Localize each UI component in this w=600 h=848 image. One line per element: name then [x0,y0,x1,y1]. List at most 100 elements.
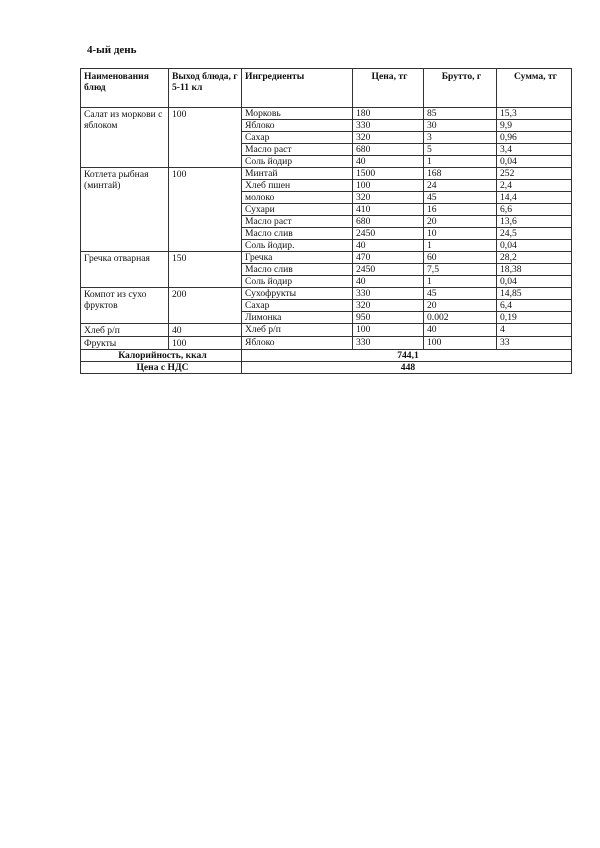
ingredient-sum: 18,38 [496,263,572,276]
ingredient-price: 470 [352,251,424,264]
ingredient-name: Минтай [241,167,353,180]
page-title: 4-ый день [87,44,137,56]
ingredient-price: 40 [352,239,424,252]
ingredient-name: Соль йодир [241,155,353,168]
ingredient-price: 320 [352,131,424,144]
ingredient-gross: 1 [423,155,497,168]
table-row: Яблоко 330 30 9,9 [81,119,572,132]
ingredient-name: Яблоко [241,119,353,132]
ingredient-price: 100 [352,179,424,192]
table-row: Хлеб пшен 100 24 2,4 [81,179,572,192]
table-row: Гречка отварная 150 Гречка 470 60 28,2 [80,251,572,288]
dish-yield: 200 [168,287,242,324]
ingredient-price: 2450 [352,227,424,240]
ingredient-price: 2450 [352,263,424,276]
ingredient-gross: 1 [423,239,497,252]
ingredient-name: Яблоко [241,336,353,350]
ingredient-name: Соль йодир. [241,239,353,252]
ingredient-price: 100 [352,323,424,337]
ingredient-name: Сахар [241,299,353,312]
ingredient-price: 40 [352,275,424,288]
ingredient-name: Хлеб р/п [241,323,353,337]
ingredient-sum: 15,3 [496,107,572,120]
table-row: Котлета рыбная (минтай) 100 Минтай 1500 168 2… [80,167,572,252]
ingredient-price: 330 [352,336,424,350]
ingredient-sum: 33 [496,336,572,350]
ingredient-sum: 28,2 [496,251,572,264]
dish-name: Компот из сухо фруктов [80,287,169,324]
ingredient-gross: 20 [423,299,497,312]
ingredient-gross: 60 [423,251,497,264]
ingredient-sum: 0,19 [496,311,572,324]
ingredient-name: Соль йодир [241,275,353,288]
ingredient-price: 180 [352,107,424,120]
table-row: Масло раст 680 5 3,4 [81,143,572,156]
ingredient-sum: 14,85 [496,287,572,300]
table-row: Хлеб р/п 40 Хлеб р/п 100 40 4 [80,323,572,337]
table-row: молоко 320 45 14,4 [81,191,572,204]
ingredient-name: Масло слив [241,263,353,276]
ingredient-sum: 13,6 [496,215,572,228]
ingredient-sum: 3,4 [496,143,572,156]
dish-yield: 100 [168,107,242,168]
table-row: Масло слив 2450 10 24,5 [81,227,572,240]
table-row: Компот из сухо фруктов 200 Сухофрукты 330 45… [80,287,572,324]
ingredient-price: 680 [352,215,424,228]
ingredient-gross: 20 [423,215,497,228]
ingredient-sum: 14,4 [496,191,572,204]
dish-yield: 100 [168,167,242,252]
table-row: Фрукты 100 Яблоко 330 100 33 [80,336,572,350]
ingredient-gross: 1 [423,275,497,288]
ingredient-sum: 0,04 [496,239,572,252]
table-row: Масло раст 680 20 13,6 [81,215,572,228]
ingredient-name: Сухари [241,203,353,216]
total-row: Калорийность, ккал 744,1 [80,349,572,362]
ingredient-sum: 2,4 [496,179,572,192]
header-ingredients: Ингредиенты [241,68,353,108]
ingredient-gross: 7,5 [423,263,497,276]
ingredient-gross: 30 [423,119,497,132]
ingredient-gross: 3 [423,131,497,144]
ingredient-gross: 40 [423,323,497,337]
ingredient-sum: 0,96 [496,131,572,144]
header-gross: Брутто, г [423,68,497,108]
ingredient-sum: 0,04 [496,155,572,168]
table-row: Соль йодир 40 1 0,04 [81,275,572,288]
ingredient-name: Сахар [241,131,353,144]
ingredient-price: 330 [352,287,424,300]
ingredient-gross: 0.002 [423,311,497,324]
dish-name: Котлета рыбная (минтай) [80,167,169,252]
total-value: 448 [241,361,572,374]
table-row: Салат из моркови с яблоком 100 Морковь 180 8… [80,107,572,168]
dish-name: Хлеб р/п [80,323,169,337]
ingredient-gross: 10 [423,227,497,240]
ingredient-name: Хлеб пшен [241,179,353,192]
ingredient-gross: 16 [423,203,497,216]
header-row: Наименования блюд Выход блюда, г 5-11 кл… [80,68,572,108]
ingredient-gross: 24 [423,179,497,192]
ingredient-gross: 45 [423,191,497,204]
ingredient-name: Масло слив [241,227,353,240]
ingredient-sum: 0,04 [496,275,572,288]
ingredient-name: Лимонка [241,311,353,324]
ingredient-sum: 9,9 [496,119,572,132]
ingredient-price: 330 [352,119,424,132]
ingredient-price: 320 [352,299,424,312]
ingredient-name: Масло раст [241,215,353,228]
table-row: Соль йодир. 40 1 0,04 [81,239,572,252]
ingredient-gross: 85 [423,107,497,120]
ingredient-price: 410 [352,203,424,216]
total-value: 744,1 [241,349,572,362]
ingredient-gross: 100 [423,336,497,350]
ingredient-gross: 168 [423,167,497,180]
header-price: Цена, тг [352,68,424,108]
dish-yield: 100 [168,336,242,350]
ingredient-name: Морковь [241,107,353,120]
header-sum: Сумма, тг [496,68,572,108]
ingredient-sum: 6,6 [496,203,572,216]
total-row: Цена с НДС 448 [80,361,572,374]
menu-table: Наименования блюд Выход блюда, г 5-11 кл… [80,68,572,374]
dish-name: Салат из моркови с яблоком [80,107,169,168]
ingredient-gross: 5 [423,143,497,156]
ingredient-sum: 6,4 [496,299,572,312]
